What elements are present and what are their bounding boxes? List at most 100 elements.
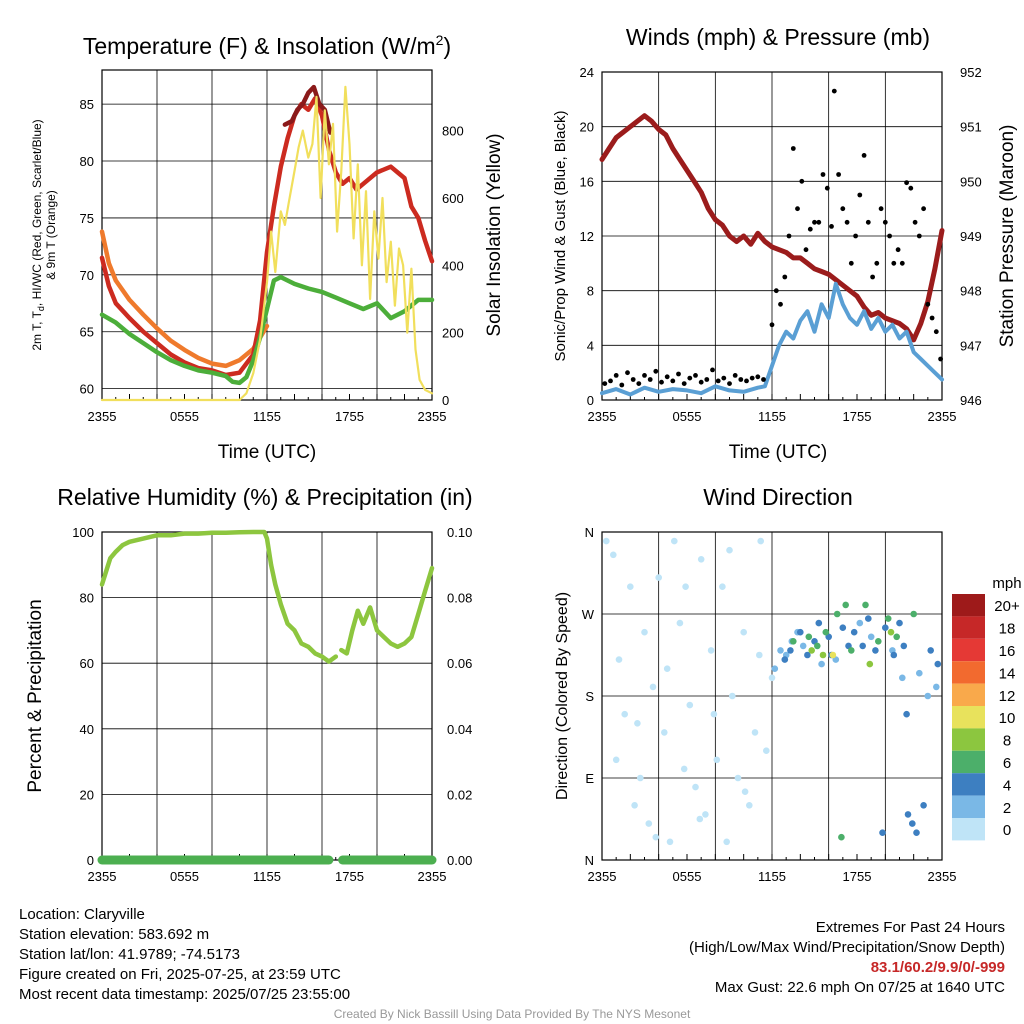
direction-point: [934, 660, 942, 668]
gust-point: [795, 206, 800, 212]
colorbar-swatch: [952, 616, 985, 639]
direction-point: [692, 783, 699, 791]
x-axis-label: Time (UTC): [218, 442, 317, 463]
direction-point: [666, 838, 674, 846]
y-tick-label: 20: [80, 787, 94, 802]
direction-point: [751, 729, 759, 736]
rh-line: [99, 529, 339, 664]
y2-axis-label: Station Pressure (Maroon): [997, 125, 1018, 348]
direction-point: [933, 683, 940, 691]
y2-tick-label: 0: [442, 393, 449, 408]
x-axis-label: Time (UTC): [729, 442, 828, 463]
gust-point: [698, 379, 704, 385]
y-tick-label: 60: [80, 656, 94, 671]
direction-point: [838, 833, 845, 841]
extremes-subtitle: (High/Low/Max Wind/Precipitation/Snow De…: [689, 939, 1005, 956]
direction-point: [771, 665, 779, 672]
x-tick-label: 2355: [588, 869, 617, 884]
chart-title: Wind Direction: [703, 484, 853, 510]
direction-point: [729, 692, 736, 700]
gust-point: [887, 233, 892, 239]
direction-point: [808, 647, 815, 654]
direction-point: [848, 647, 855, 654]
direction-point: [777, 647, 784, 654]
y2-tick-label: 947: [960, 338, 982, 353]
gust-point: [933, 329, 939, 335]
y-tick-label: N: [585, 525, 594, 540]
direction-point: [726, 546, 733, 554]
x-tick-label: 2355: [928, 869, 957, 884]
gust-point: [769, 322, 775, 328]
temp-series-line: [99, 229, 270, 369]
gust-point: [681, 381, 687, 386]
colorbar-label: 4: [1003, 777, 1011, 794]
gust-point: [715, 378, 721, 384]
gust-point: [812, 219, 817, 225]
colorbar-title: mph: [992, 575, 1021, 592]
gust-point: [625, 370, 630, 376]
gust-point: [778, 301, 783, 307]
colorbar-label: 8: [1003, 733, 1011, 750]
colorbar-swatch: [952, 706, 985, 729]
colorbar-swatch: [952, 683, 985, 706]
y2-tick-label: 800: [442, 124, 464, 139]
gust-point: [870, 274, 875, 280]
direction-point: [842, 601, 849, 609]
gust-point: [853, 233, 858, 239]
gust-point: [836, 172, 841, 177]
extremes-values: 83.1/60.2/9.9/0/-999: [870, 959, 1005, 976]
direction-point: [865, 615, 872, 622]
colorbar-swatch: [952, 795, 985, 818]
gust-point: [874, 260, 880, 266]
direction-point: [676, 619, 684, 627]
x-tick-label: 1155: [758, 409, 786, 424]
direction-point: [610, 551, 617, 559]
y-tick-label: 100: [72, 525, 94, 540]
y2-tick-label: 400: [442, 258, 464, 273]
station-elevation: Station elevation: 583.692 m: [19, 926, 210, 943]
x-tick-label: 1755: [843, 409, 872, 424]
direction-point: [723, 838, 730, 846]
y2-tick-label: 948: [960, 284, 982, 299]
gust-point: [710, 367, 715, 373]
direction-point: [829, 651, 837, 659]
figure-created: Figure created on Fri, 2025-07-25, at 23…: [19, 966, 341, 983]
gust-point: [829, 224, 834, 229]
gust-point: [670, 378, 676, 384]
y-tick-label: 85: [80, 97, 94, 112]
colorbar-label: 12: [999, 688, 1016, 705]
direction-point: [746, 802, 753, 809]
direction-point: [814, 642, 821, 650]
colorbar-label: 18: [999, 621, 1016, 638]
y2-tick-label: 0.10: [447, 525, 472, 540]
gust-point: [899, 260, 905, 266]
colorbar-swatch: [952, 773, 985, 796]
direction-point: [804, 651, 811, 659]
x-tick-label: 1155: [253, 409, 281, 424]
y-tick-label: 0: [87, 853, 94, 868]
gust-point: [816, 219, 822, 225]
direction-point: [661, 729, 668, 736]
x-tick-label: 1755: [335, 869, 364, 884]
direction-point: [799, 642, 807, 650]
y-tick-label: S: [585, 689, 594, 704]
colorbar-label: 16: [999, 643, 1016, 660]
y-tick-label: 60: [80, 382, 94, 397]
chart-title: Temperature (F) & Insolation (W/m2): [83, 32, 451, 59]
direction-point: [850, 628, 858, 636]
direction-point: [893, 633, 900, 641]
direction-point: [872, 647, 879, 654]
direction-point: [702, 811, 709, 818]
direction-point: [797, 628, 804, 636]
direction-point: [819, 651, 827, 659]
gust-point: [882, 219, 888, 225]
y-axis-label: Direction (Colored By Speed): [554, 592, 571, 800]
station-location: Location: Claryville: [19, 906, 145, 923]
gust-point: [831, 88, 837, 94]
direction-point: [652, 833, 660, 841]
direction-point: [612, 756, 620, 764]
direction-point: [822, 628, 830, 636]
recent-timestamp: Most recent data timestamp: 2025/07/25 2…: [19, 986, 351, 1003]
direction-point: [903, 710, 910, 718]
gust-point: [782, 274, 788, 280]
